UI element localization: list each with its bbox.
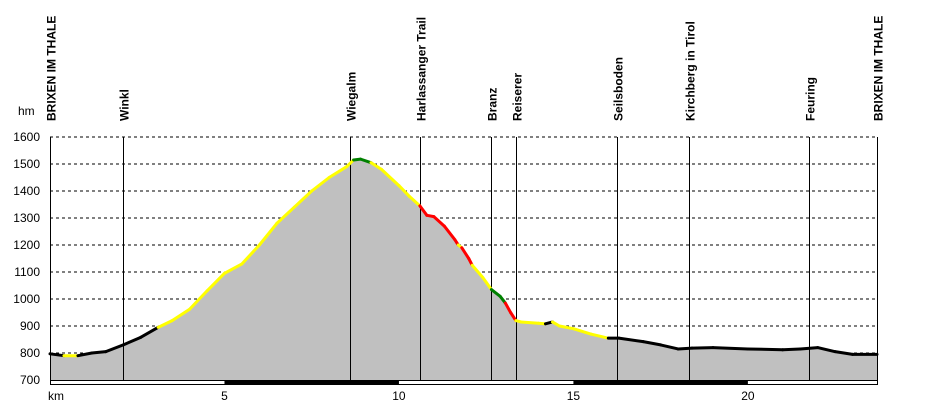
profile-segment — [240, 243, 261, 266]
waypoint-label: Winkl — [118, 89, 132, 121]
x-tick-label: 20 — [741, 389, 755, 403]
y-tick-label: 900 — [20, 319, 40, 333]
profile-segment — [369, 161, 383, 171]
profile-segment — [659, 343, 680, 351]
profile-segment — [170, 307, 192, 323]
profile-segment — [617, 336, 645, 344]
profile-segment — [310, 176, 331, 193]
profile-segment — [557, 324, 575, 331]
profile-segment — [397, 184, 411, 198]
y-tick-label: 1100 — [14, 265, 40, 279]
profile-segment — [418, 204, 429, 217]
profile-segment — [641, 340, 663, 347]
profile-segment — [442, 224, 457, 242]
profile-segment — [690, 346, 715, 350]
profile-segment — [816, 346, 837, 354]
profile-segment — [104, 343, 125, 354]
profile-segment — [292, 189, 314, 209]
profile-segment — [156, 319, 174, 329]
x-tick-label: 10 — [392, 389, 406, 403]
profile-segment — [188, 289, 209, 311]
profile-segment — [833, 350, 855, 356]
y-tick-label: 1400 — [13, 184, 40, 198]
profile-segment — [121, 335, 143, 347]
profile-segment — [90, 350, 108, 355]
y-tick-label: 1500 — [13, 157, 40, 171]
profile-segment — [327, 165, 349, 179]
profile-segment — [379, 167, 401, 188]
elevation-area — [50, 159, 877, 380]
profile-segment — [781, 347, 802, 352]
profile-segment — [746, 347, 785, 352]
profile-segment — [509, 311, 518, 323]
profile-segment — [798, 346, 820, 351]
profile-segment — [503, 301, 513, 314]
x-tick-label: 15 — [567, 389, 581, 403]
waypoint-label: Reiserer — [511, 73, 525, 121]
profile-segment — [275, 205, 296, 225]
profile-segment — [711, 346, 750, 351]
waypoint-label: Branz — [486, 88, 500, 121]
profile-segment — [205, 271, 226, 293]
y-tick-label: 1300 — [13, 211, 40, 225]
y-tick-label: 1000 — [13, 292, 40, 306]
profile-segment — [470, 263, 485, 279]
profile-segment — [48, 352, 66, 358]
profile-segment — [460, 246, 471, 260]
waypoint-label: Seilsboden — [612, 57, 626, 121]
waypoint-label: Wiegalm — [345, 72, 359, 121]
y-tick-label: 800 — [20, 346, 40, 360]
waypoint-label: BRIXEN IM THALE — [872, 16, 886, 121]
profile-segment — [139, 325, 160, 339]
profile-segment — [571, 327, 593, 336]
profile-segment — [432, 215, 446, 228]
profile-segment — [489, 288, 502, 298]
profile-segment — [589, 332, 610, 340]
profile-segment — [519, 320, 541, 325]
x-tick-label: 5 — [221, 389, 228, 403]
waypoint-label: Feuring — [804, 77, 818, 121]
waypoint-label: Harlassanger Trail — [415, 17, 429, 121]
waypoint-label: BRIXEN IM THALE — [45, 16, 59, 121]
x-axis-label: km — [48, 389, 64, 403]
profile-segment — [257, 221, 279, 247]
y-tick-label: 1200 — [13, 238, 40, 252]
profile-segment — [359, 157, 373, 165]
profile-segment — [407, 194, 422, 208]
waypoint-label: Kirchberg in Tirol — [684, 21, 698, 121]
y-tick-label: 700 — [20, 373, 40, 387]
y-tick-label: 1600 — [13, 130, 40, 144]
profile-segment — [222, 262, 244, 275]
profile-segment — [481, 275, 493, 292]
y-axis-label: hm — [18, 104, 35, 118]
profile-segment — [76, 351, 94, 358]
profile-segment — [676, 346, 694, 351]
scale-bar — [573, 380, 748, 384]
profile-segment — [345, 158, 356, 169]
scale-bar — [224, 380, 399, 384]
